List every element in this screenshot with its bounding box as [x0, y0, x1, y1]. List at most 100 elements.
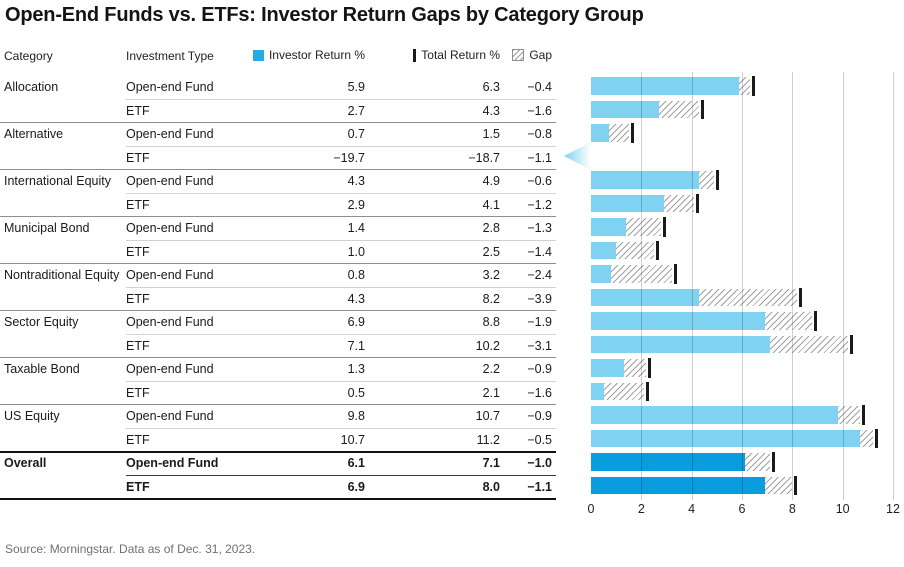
- total-return-cell: 11.2: [476, 432, 500, 447]
- row-divider: [126, 98, 556, 100]
- legend-item-investor-return: Investor Return %: [252, 48, 365, 62]
- gridline: [892, 72, 894, 500]
- table-row: US Equity Open-end Fund 9.8 10.7 −0.9: [0, 405, 560, 429]
- table-row: Alternative Open-end Fund 0.7 1.5 −0.8: [0, 123, 560, 147]
- axis-tick-label: 12: [886, 502, 900, 516]
- investor-return-bar: [591, 288, 700, 306]
- gap-hatch-swatch-icon: [512, 49, 525, 61]
- legend-label: Investor Return %: [268, 48, 365, 62]
- group-divider: [0, 122, 556, 123]
- total-return-cell: 2.1: [482, 385, 500, 400]
- table-row: ETF 6.9 8.0 −1.1: [0, 476, 560, 500]
- table-row: Overall Open-end Fund 6.1 7.1 −1.0: [0, 452, 560, 476]
- total-return-tick: [849, 334, 853, 354]
- category-cell: International Equity: [4, 174, 112, 188]
- gridline: [641, 72, 643, 500]
- gap-hatch: [837, 406, 861, 424]
- total-return-tick: [630, 123, 634, 143]
- gridline: [691, 72, 693, 500]
- total-return-cell: 6.3: [482, 80, 500, 94]
- returns-table: Allocation Open-end Fund 5.9 6.3 −0.4 ETF 2.7 4…: [0, 76, 560, 500]
- investor-return-cell: 0.7: [347, 127, 365, 141]
- investor-return-swatch-icon: [252, 49, 264, 61]
- investor-return-cell: 4.3: [347, 174, 365, 188]
- total-return-cell: 2.5: [482, 244, 500, 259]
- group-divider: [0, 404, 556, 405]
- investor-return-cell: 7.1: [347, 338, 365, 353]
- investment-type-cell: Open-end Fund: [126, 315, 214, 329]
- row-divider: [126, 474, 556, 476]
- investor-return-cell: 6.9: [347, 315, 365, 329]
- gridline: [842, 72, 844, 500]
- legend-item-total-return: Total Return %: [413, 48, 500, 62]
- gap-hatch: [860, 429, 873, 447]
- gap-hatch: [603, 382, 644, 400]
- table-row: Nontraditional Equity Open-end Fund 0.8 3.2…: [0, 264, 560, 288]
- table-row: International Equity Open-end Fund 4.3 4.9 −…: [0, 170, 560, 194]
- category-cell: Nontraditional Equity: [4, 268, 120, 282]
- category-cell: Taxable Bond: [4, 362, 80, 376]
- investment-type-cell: Open-end Fund: [126, 409, 214, 423]
- gap-cell: −0.9: [527, 409, 552, 423]
- total-return-tick: [655, 240, 659, 260]
- investor-return-bar: [591, 429, 861, 447]
- gap-cell: −1.6: [527, 103, 552, 118]
- gap-cell: −1.1: [527, 150, 552, 165]
- total-return-tick: [794, 475, 798, 495]
- investor-return-cell: 1.0: [347, 244, 365, 259]
- group-divider: [0, 216, 556, 217]
- category-cell: Overall: [4, 456, 47, 470]
- total-return-cell: −18.7: [468, 150, 500, 165]
- gap-cell: −0.5: [527, 432, 552, 447]
- total-return-cell: 3.2: [482, 268, 500, 282]
- offscale-left-arrow-icon: [564, 143, 589, 169]
- total-return-tick-icon: [413, 48, 417, 62]
- gridline: [741, 72, 743, 500]
- table-row: ETF 0.5 2.1 −1.6: [0, 382, 560, 405]
- table-row: Sector Equity Open-end Fund 6.9 8.8 −1.9: [0, 311, 560, 335]
- investor-return-cell: 9.8: [347, 409, 365, 423]
- axis-tick-label: 8: [788, 502, 796, 516]
- investor-return-bar: [591, 77, 740, 95]
- investment-type-cell: Open-end Fund: [126, 456, 219, 470]
- table-row: Taxable Bond Open-end Fund 1.3 2.2 −0.9: [0, 358, 560, 382]
- investor-return-bar: [591, 171, 700, 189]
- row-divider: [126, 192, 556, 194]
- row-divider: [126, 145, 556, 147]
- group-divider: [0, 310, 556, 311]
- investment-type-cell: ETF: [126, 103, 150, 118]
- total-return-tick: [799, 287, 803, 307]
- axis-tick-label: 10: [835, 502, 850, 516]
- table-row: ETF 1.0 2.5 −1.4: [0, 241, 560, 264]
- investor-return-bar: [591, 476, 765, 494]
- table-row: ETF 2.9 4.1 −1.2: [0, 194, 560, 217]
- heavy-divider: [0, 451, 556, 453]
- investor-return-cell: 2.9: [347, 197, 365, 212]
- gap-hatch: [764, 312, 813, 330]
- gap-hatch: [699, 171, 715, 189]
- total-return-tick: [716, 170, 720, 190]
- table-row: ETF 10.7 11.2 −0.5: [0, 429, 560, 453]
- axis-tick-label: 4: [688, 502, 696, 516]
- total-return-cell: 2.2: [482, 362, 500, 376]
- investment-type-cell: Open-end Fund: [126, 362, 214, 376]
- gap-hatch: [608, 124, 629, 142]
- legend-label: Total Return %: [421, 48, 500, 62]
- total-return-cell: 4.1: [482, 197, 500, 212]
- investor-return-bar: [591, 406, 838, 424]
- investor-return-bar: [591, 124, 609, 142]
- group-divider: [0, 263, 556, 264]
- category-cell: Sector Equity: [4, 315, 79, 329]
- column-header-category: Category: [4, 49, 53, 63]
- investment-type-cell: Open-end Fund: [126, 268, 214, 282]
- gap-cell: −1.4: [527, 244, 552, 259]
- gridline: [792, 72, 794, 500]
- gap-hatch: [744, 453, 770, 471]
- investment-type-cell: ETF: [126, 385, 150, 400]
- investor-return-bar: [591, 453, 745, 471]
- investor-return-bar: [591, 335, 770, 353]
- row-divider: [126, 427, 556, 429]
- investor-return-bar: [591, 218, 627, 236]
- investment-type-cell: ETF: [126, 479, 150, 494]
